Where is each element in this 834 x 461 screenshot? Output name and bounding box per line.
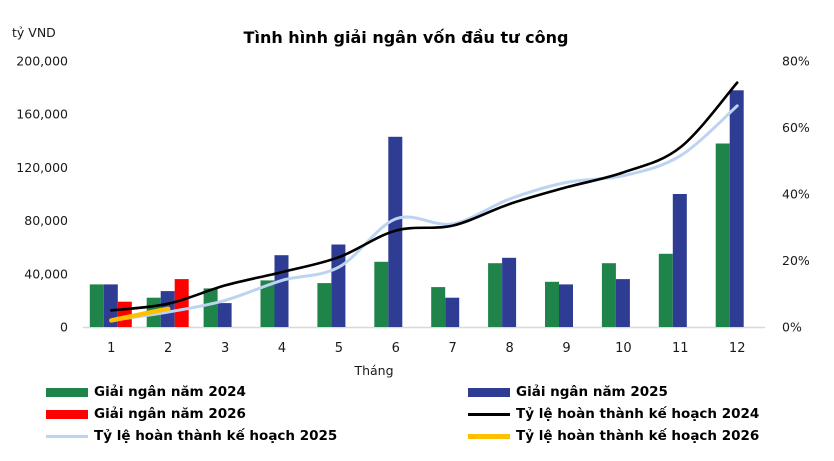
line-2026 — [109, 306, 171, 323]
x-axis-tick-label: 9 — [562, 341, 570, 356]
bar-2024-month-8 — [488, 263, 503, 327]
x-axis-tick-label: 3 — [221, 341, 229, 356]
x-axis-tick-label: 4 — [278, 341, 286, 356]
bar-2026-month-2 — [174, 279, 189, 327]
bar-2025-month-4 — [274, 255, 289, 327]
bar-2024-month-5 — [317, 283, 332, 327]
legend-item-ty-le-2026: Tỷ lệ hoàn thành kế hoạch 2026 — [468, 429, 759, 444]
x-axis-tick-label: 8 — [505, 341, 513, 356]
legend-label: Giải ngân năm 2025 — [516, 384, 668, 400]
bar-2025-month-9 — [559, 284, 573, 327]
left-axis-tick-label: 160,000 — [16, 107, 68, 122]
lines-layer — [109, 81, 739, 323]
legend-label: Tỷ lệ hoàn thành kế hoạch 2024 — [516, 406, 760, 422]
bar-2025-month-11 — [672, 194, 687, 327]
x-axis-tick-label: 5 — [335, 341, 343, 356]
right-axis-tick-label: 20% — [782, 253, 810, 268]
left-axis-tick-label: 80,000 — [24, 213, 68, 228]
right-axis-tick-label: 40% — [782, 187, 810, 202]
bar-2024-month-7 — [431, 287, 446, 327]
legend-label: Giải ngân năm 2024 — [94, 384, 246, 400]
x-axis-tick-label: 7 — [449, 341, 457, 356]
line-2024 — [110, 81, 739, 312]
legend-item-giai-ngan-nam-2026: Giải ngân năm 2026 — [46, 407, 246, 422]
legend-item-giai-ngan-nam-2024: Giải ngân năm 2024 — [46, 385, 246, 400]
right-axis-tick-label: 60% — [782, 120, 810, 135]
x-axis-tick-label: 11 — [672, 341, 689, 356]
legend-swatch-line-2025-icon — [46, 435, 88, 438]
legend-swatch-bar-2026-icon — [46, 410, 88, 419]
bar-2024-month-6 — [374, 261, 389, 327]
bar-2024-month-9 — [545, 281, 559, 327]
bar-2025-month-3 — [217, 303, 232, 327]
axes-layer: 0 40,000 80,000 120,000 160,000 200,000 0% 20% 4… — [16, 54, 810, 357]
bar-2024-month-4 — [260, 280, 275, 327]
line-2025 — [109, 104, 739, 322]
bar-2025-month-10 — [615, 279, 630, 327]
left-axis-tick-label: 40,000 — [24, 266, 68, 281]
x-axis-title: Tháng — [353, 363, 393, 378]
right-axis-tick-label: 80% — [782, 54, 810, 69]
left-axis-tick-label: 120,000 — [16, 160, 68, 175]
legend-item-ty-le-2025: Tỷ lệ hoàn thành kế hoạch 2025 — [46, 429, 337, 444]
left-axis-tick-label: 0 — [60, 320, 68, 335]
bar-2024-month-3 — [203, 288, 218, 327]
left-axis-tick-label: 200,000 — [16, 54, 68, 69]
legend-swatch-line-2024-icon — [468, 413, 510, 416]
legend-item-giai-ngan-nam-2025: Giải ngân năm 2025 — [468, 385, 668, 400]
bar-2024-month-10 — [601, 263, 616, 327]
x-axis-tick-label: 10 — [615, 341, 632, 356]
legend-label: Giải ngân năm 2026 — [94, 406, 246, 422]
bar-2025-month-7 — [445, 297, 460, 327]
bar-2024-month-12 — [715, 143, 730, 327]
legend-swatch-bar-2024-icon — [46, 388, 88, 397]
left-axis-unit-label: tỷ VND — [12, 25, 56, 40]
bars-layer — [89, 90, 744, 327]
chart-title: Tình hình giải ngân vốn đầu tư công — [244, 28, 569, 47]
bar-2025-month-1 — [103, 284, 118, 327]
bar-2025-month-12 — [729, 90, 744, 327]
legend-swatch-bar-2025-icon — [468, 388, 510, 397]
legend-swatch-line-2026-icon — [468, 434, 510, 439]
x-axis-tick-label: 12 — [729, 341, 746, 356]
x-axis-tick-label: 1 — [107, 341, 115, 356]
bar-2025-month-8 — [502, 257, 517, 327]
legend-label: Tỷ lệ hoàn thành kế hoạch 2025 — [94, 428, 338, 444]
x-axis-tick-label: 2 — [164, 341, 172, 356]
bar-2024-month-1 — [89, 284, 104, 327]
right-axis-tick-label: 0% — [782, 320, 802, 335]
x-axis-tick-label: 6 — [392, 341, 400, 356]
legend-item-ty-le-2024: Tỷ lệ hoàn thành kế hoạch 2024 — [468, 407, 759, 422]
legend-label: Tỷ lệ hoàn thành kế hoạch 2026 — [516, 428, 760, 444]
bar-2024-month-11 — [658, 253, 673, 327]
